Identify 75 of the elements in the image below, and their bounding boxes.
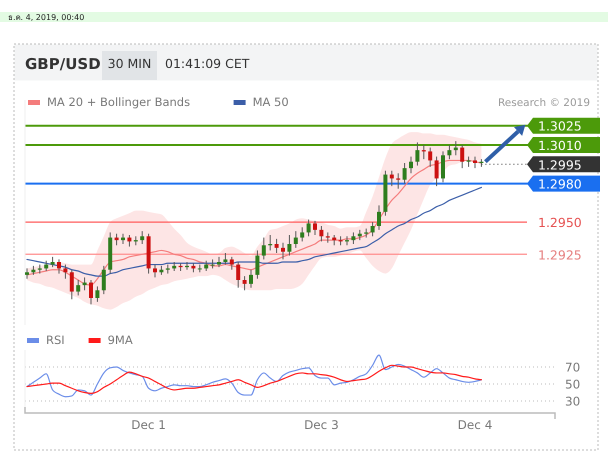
y-tick-label: 1.2995 (538, 157, 582, 172)
candlestick (409, 156, 413, 174)
candlestick (230, 256, 234, 270)
y-tick-label: 70 (565, 360, 580, 374)
candlestick (281, 242, 285, 260)
candlestick (153, 264, 157, 278)
line-series (26, 354, 482, 398)
candlestick (454, 140, 458, 156)
candlestick (89, 280, 93, 305)
annotation: Research © 2019 (498, 97, 590, 109)
candlestick (313, 220, 317, 236)
chart-title: GBP/USD (25, 55, 101, 73)
candlestick (447, 144, 452, 160)
text: 01:41:09 CET (165, 56, 250, 71)
candlestick (127, 234, 132, 248)
legend-label: MA 50 (252, 95, 289, 109)
text: 30 MIN (108, 56, 152, 71)
candlestick (44, 260, 48, 272)
candlestick (319, 226, 324, 242)
candlestick (274, 238, 279, 254)
y-tick-label: 1.3010 (538, 138, 582, 153)
candlestick (377, 204, 381, 230)
candlestick (294, 230, 298, 248)
candlestick (268, 234, 272, 251)
y-tick-label: 1.2950 (538, 215, 582, 230)
candlestick (63, 264, 68, 280)
candlestick (415, 142, 420, 166)
candlestick (223, 252, 228, 266)
candlestick (262, 237, 266, 260)
candlestick (306, 219, 311, 237)
y-tick-label: 30 (565, 394, 580, 408)
candlestick (441, 150, 445, 183)
candlestick (25, 268, 29, 280)
line-series (26, 364, 482, 394)
y-tick-label: 50 (565, 378, 580, 392)
candlestick (114, 233, 119, 246)
y-tick-label: 1.2925 (538, 247, 582, 262)
candlestick (140, 230, 144, 244)
candlestick (332, 234, 336, 246)
candlestick (57, 258, 61, 274)
candlestick (50, 256, 55, 268)
legend-label: 9MA (108, 333, 133, 347)
legend-label: MA 20 + Bollinger Bands (47, 95, 190, 109)
candlestick (358, 229, 362, 241)
candlestick (236, 262, 240, 288)
x-tick-label: Dec 1 (131, 418, 166, 432)
legend-label: RSI (46, 333, 65, 347)
x-tick-label: Dec 4 (458, 418, 492, 432)
candlestick (121, 233, 125, 244)
candlestick (70, 269, 74, 300)
x-tick-label: Dec 3 (304, 418, 339, 432)
candlestick (460, 144, 464, 169)
candlestick (434, 156, 439, 187)
candlestick (402, 162, 407, 184)
candlestick (351, 232, 356, 244)
candlestick (422, 144, 426, 160)
y-tick-label: 1.2980 (538, 176, 582, 192)
candlestick (473, 156, 477, 169)
candlestick (76, 280, 80, 296)
candlestick (370, 222, 375, 237)
candlestick (242, 276, 247, 291)
candlestick (300, 226, 304, 242)
text: ธ.ค. 4, 2019, 00:40 (8, 13, 84, 22)
candlestick (198, 264, 202, 273)
y-tick-label: 1.3025 (538, 118, 582, 134)
candlestick (204, 260, 208, 272)
candlestick (249, 269, 253, 288)
candlestick (428, 147, 432, 168)
candlestick (217, 256, 221, 268)
candlestick (287, 234, 292, 256)
candlestick (390, 170, 394, 187)
candlestick (82, 276, 87, 291)
candlestick (95, 286, 100, 302)
candlestick (102, 265, 106, 295)
candlestick (255, 250, 260, 280)
